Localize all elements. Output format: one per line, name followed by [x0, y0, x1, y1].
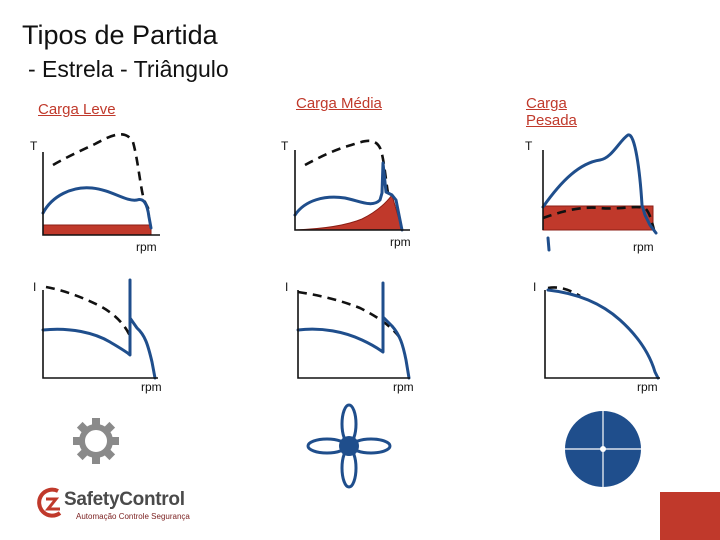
current-axis-label-2: I	[285, 280, 289, 294]
star-current-curve-pesada	[546, 288, 660, 380]
load-area-pesada	[542, 205, 654, 231]
axes-leve-t	[42, 152, 160, 236]
current-axis-label-3: I	[533, 280, 537, 294]
accent-bar	[660, 492, 720, 540]
current-chart-media	[296, 281, 411, 380]
dashed-current-curve-media	[297, 290, 402, 339]
logo-brand-control: Control	[119, 489, 185, 510]
slide-title: Tipos de Partida	[22, 20, 218, 50]
load-label-leve: Carga Leve	[38, 101, 116, 118]
star-current-curve-leve	[41, 278, 157, 380]
speed-axis-label-i1: rpm	[141, 380, 162, 394]
axes-leve-i	[42, 290, 158, 379]
speed-axis-label-t1: rpm	[136, 240, 157, 254]
torque-chart-pesada	[541, 133, 658, 252]
current-chart-leve	[41, 278, 158, 380]
star-current-curve-media	[296, 281, 411, 380]
dashed-torque-curve-media	[304, 139, 391, 199]
star-torque-curve-leve	[41, 186, 153, 230]
logo-tagline: Automação Controle Segurança	[76, 512, 190, 521]
logo-brand: SafetyControl	[64, 490, 185, 509]
load-label-pesada: Carga Pesada	[526, 95, 577, 130]
star-torque-curve-pesada	[541, 133, 658, 235]
logo-icon	[37, 487, 62, 518]
disc-icon	[565, 411, 641, 487]
speed-axis-label-i3: rpm	[637, 380, 658, 394]
star-torque-curve-media	[293, 161, 404, 232]
torque-chart-media	[293, 139, 410, 232]
star-torque-tail-pesada	[546, 236, 551, 252]
logo-brand-safety: Safety	[64, 489, 120, 510]
torque-axis-label-2: T	[281, 139, 289, 153]
torque-axis-label-1: T	[30, 139, 38, 153]
current-axis-label-1: I	[33, 280, 37, 294]
torque-axis-label-3: T	[525, 139, 533, 153]
speed-axis-label-t2: rpm	[390, 235, 411, 249]
speed-axis-label-t3: rpm	[633, 240, 654, 254]
torque-chart-leve	[41, 133, 160, 236]
current-chart-pesada	[544, 286, 660, 380]
axes-pesada-i	[544, 290, 660, 379]
dashed-torque-curve-leve	[52, 133, 151, 211]
fan-icon	[306, 403, 392, 489]
load-area-leve	[42, 224, 152, 236]
load-label-media: Carga Média	[296, 95, 382, 112]
dashed-torque-curve-pesada	[542, 205, 656, 231]
axes-media-t	[294, 150, 410, 231]
speed-axis-label-i2: rpm	[393, 380, 414, 394]
gear-icon	[73, 418, 119, 464]
load-area-media	[294, 193, 403, 231]
dashed-current-curve-leve	[45, 285, 132, 337]
slide-subtitle: - Estrela - Triângulo	[28, 56, 229, 82]
axes-media-i	[297, 290, 410, 379]
